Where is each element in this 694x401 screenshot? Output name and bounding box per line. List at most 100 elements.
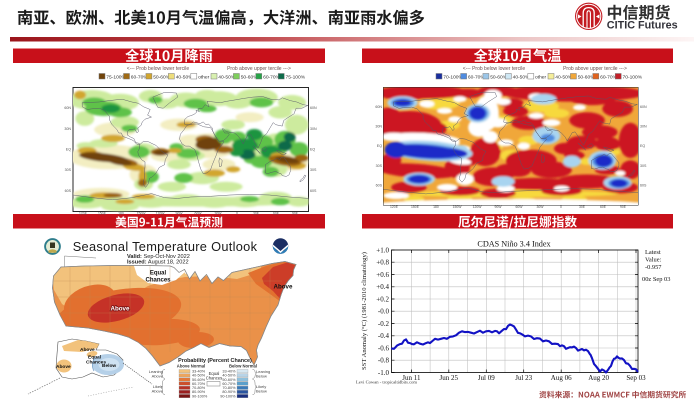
svg-text:75-100%: 75-100% — [286, 74, 306, 80]
svg-text:90E: 90E — [292, 212, 299, 216]
svg-text:EQ: EQ — [66, 148, 71, 152]
svg-text:30S: 30S — [65, 168, 72, 172]
svg-text:EQ: EQ — [640, 144, 645, 148]
svg-text:30S: 30S — [376, 164, 383, 168]
svg-text:Levi Cowan - tropicaltidbits.c: Levi Cowan - tropicaltidbits.com — [356, 380, 417, 385]
svg-text:30W: 30W — [215, 212, 223, 216]
svg-text:90E: 90E — [620, 205, 627, 209]
svg-text:Below: Below — [102, 363, 116, 369]
svg-text:Sep 03: Sep 03 — [626, 374, 646, 382]
svg-text:-0.0: -0.0 — [378, 308, 390, 316]
svg-text:+0.6: +0.6 — [376, 271, 389, 279]
svg-text:50-60%: 50-60% — [241, 74, 259, 80]
svg-text:80-90%: 80-90% — [192, 390, 206, 394]
svg-text:30N: 30N — [375, 125, 382, 129]
svg-text:+1.0: +1.0 — [376, 246, 389, 254]
svg-text:Chances: Chances — [145, 278, 171, 284]
svg-text:30E: 30E — [579, 205, 586, 209]
svg-text:Equal: Equal — [88, 355, 101, 361]
svg-text:60S: 60S — [65, 189, 72, 193]
svg-text:0: 0 — [236, 212, 238, 216]
svg-text:-0.2: -0.2 — [378, 320, 390, 328]
svg-text:Below Normal: Below Normal — [229, 364, 257, 369]
svg-text:80-90%: 80-90% — [222, 390, 236, 394]
svg-text:70-80%: 70-80% — [222, 386, 236, 390]
svg-text:60W: 60W — [516, 205, 524, 209]
svg-text:Above: Above — [152, 388, 164, 393]
svg-text:Leaning: Leaning — [256, 369, 270, 374]
svg-text:-0.6: -0.6 — [378, 344, 390, 352]
svg-text:120W: 120W — [473, 205, 483, 209]
svg-text:<--- Prob below lower tercile: <--- Prob below lower tercile — [463, 66, 526, 72]
svg-text:EQ: EQ — [377, 144, 382, 148]
svg-text:-0.8: -0.8 — [378, 357, 390, 365]
svg-text:Chances: Chances — [206, 376, 223, 381]
svg-text:Above: Above — [111, 306, 130, 313]
svg-text:Prob above upper tercile --->: Prob above upper tercile ---> — [563, 66, 627, 72]
svg-text:60S: 60S — [640, 183, 647, 187]
svg-text:60E: 60E — [273, 212, 280, 216]
svg-text:150E: 150E — [98, 212, 107, 216]
svg-text:60-70%: 60-70% — [222, 382, 236, 386]
svg-text:180: 180 — [433, 205, 439, 209]
svg-text:50-60%: 50-60% — [192, 378, 206, 382]
svg-text:Likely: Likely — [256, 384, 266, 389]
svg-text:CITIC Futures: CITIC Futures — [607, 19, 678, 31]
svg-text:60-70%: 60-70% — [600, 74, 618, 80]
svg-text:-1.0: -1.0 — [378, 369, 390, 377]
svg-text:Prob above upper tercile --->: Prob above upper tercile ---> — [227, 66, 291, 72]
svg-text:Jul 23: Jul 23 — [515, 374, 532, 382]
svg-text:0: 0 — [560, 205, 562, 209]
svg-text:30N: 30N — [310, 127, 317, 131]
svg-text:EQ: EQ — [310, 148, 315, 152]
svg-text:Probability (Percent Chance): Probability (Percent Chance) — [178, 358, 252, 364]
svg-text:150E: 150E — [411, 205, 420, 209]
svg-text:70-100%: 70-100% — [623, 74, 643, 80]
svg-text:Latest: Latest — [645, 249, 661, 256]
svg-text:+0.2: +0.2 — [376, 295, 389, 303]
svg-text:Above: Above — [80, 347, 95, 353]
svg-text:150W: 150W — [453, 205, 463, 209]
svg-text:Issued: August 18, 2022: Issued: August 18, 2022 — [127, 260, 189, 266]
svg-text:60-70%: 60-70% — [192, 382, 206, 386]
svg-text:Value:: Value: — [645, 257, 662, 264]
svg-text:75-100%: 75-100% — [106, 74, 126, 80]
svg-text:Below: Below — [256, 388, 267, 393]
svg-text:180: 180 — [118, 212, 124, 216]
svg-text:120E: 120E — [390, 205, 399, 209]
svg-text:40-50%: 40-50% — [192, 374, 206, 378]
svg-text:60N: 60N — [640, 105, 647, 109]
svg-text:60W: 60W — [195, 212, 203, 216]
svg-text:30E: 30E — [253, 212, 260, 216]
svg-text:30W: 30W — [537, 205, 545, 209]
svg-text:90-100%: 90-100% — [220, 394, 236, 398]
svg-text:Equal: Equal — [209, 371, 220, 376]
svg-text:Jul 09: Jul 09 — [478, 374, 495, 382]
svg-text:Aug 20: Aug 20 — [588, 374, 609, 382]
svg-text:Chances: Chances — [86, 360, 106, 366]
svg-text:33-40%: 33-40% — [192, 370, 206, 374]
svg-text:Likely: Likely — [153, 384, 163, 389]
svg-text:-0.4: -0.4 — [378, 332, 390, 340]
svg-text:50-60%: 50-60% — [222, 378, 236, 382]
svg-text:60S: 60S — [376, 183, 383, 187]
svg-text:60-70%: 60-70% — [131, 74, 149, 80]
svg-text:CDAS Niño 3.4 Index: CDAS Niño 3.4 Index — [477, 240, 550, 249]
svg-text:Above: Above — [56, 364, 71, 370]
svg-text:150W: 150W — [137, 212, 147, 216]
svg-text:60N: 60N — [64, 106, 71, 110]
svg-text:70-100%: 70-100% — [443, 74, 463, 80]
svg-text:other: other — [198, 74, 210, 80]
svg-text:40-50%: 40-50% — [222, 374, 236, 378]
svg-text:30S: 30S — [310, 168, 317, 172]
svg-text:33-40%: 33-40% — [222, 370, 236, 374]
svg-text:<--- Prob below lower tercile: <--- Prob below lower tercile — [127, 66, 190, 72]
svg-text:Above Normal: Above Normal — [177, 364, 205, 369]
svg-text:Equal: Equal — [150, 271, 167, 277]
svg-text:Jun 25: Jun 25 — [440, 374, 459, 382]
svg-text:40-50%: 40-50% — [218, 74, 236, 80]
svg-text:30N: 30N — [640, 125, 647, 129]
svg-text:50-60%: 50-60% — [490, 74, 508, 80]
svg-text:SST Anomaly (°C) (1981-2010 cl: SST Anomaly (°C) (1981-2010 climatology) — [361, 252, 368, 370]
svg-text:Valid: Sep-Oct-Nov 2022: Valid: Sep-Oct-Nov 2022 — [127, 254, 190, 260]
